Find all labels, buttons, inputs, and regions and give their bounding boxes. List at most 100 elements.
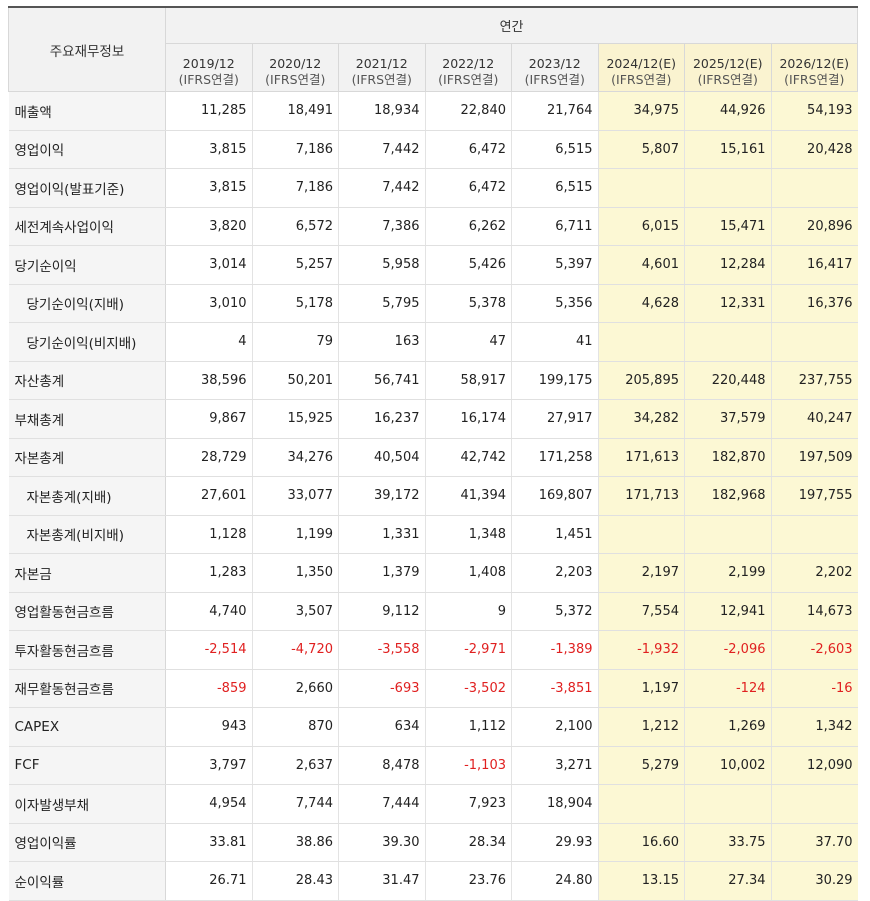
corner-header: 주요재무정보 — [8, 6, 166, 92]
value-cell: 4,954 — [165, 784, 253, 824]
table-row: 이자발생부채 4,954 7,744 7,444 7,923 18,904 — [8, 784, 858, 824]
year-period: 2026/12(E) — [779, 56, 850, 71]
table-row: FCF 3,797 2,637 8,478 -1,103 3,271 5,279 10,002… — [8, 745, 858, 785]
value-cell: 5,372 — [511, 591, 599, 631]
value-cell: 29.93 — [511, 822, 599, 862]
row-label: 이자발생부채 — [8, 784, 166, 824]
value-cell: 1,451 — [511, 514, 599, 554]
value-cell: 16,237 — [338, 399, 426, 439]
value-cell: 2,199 — [684, 553, 772, 593]
value-cell: 3,010 — [165, 283, 253, 323]
value-cell: 2,637 — [252, 745, 339, 785]
value-cell: -2,514 — [165, 630, 253, 670]
value-cell: 28.43 — [252, 861, 339, 901]
row-label: 영업이익(발표기준) — [8, 168, 166, 208]
value-cell: 1,350 — [252, 553, 339, 593]
value-cell: 943 — [165, 707, 253, 747]
value-cell: 5,426 — [425, 245, 512, 285]
value-cell: 23.76 — [425, 861, 512, 901]
row-label: 투자활동현금흐름 — [8, 630, 166, 670]
value-cell: -2,603 — [771, 630, 858, 670]
year-basis: (IFRS연결) — [351, 72, 412, 87]
value-cell: 39.30 — [338, 822, 426, 862]
table-row: 당기순이익(지배) 3,010 5,178 5,795 5,378 5,356 4,628 1… — [8, 283, 858, 323]
value-cell: 1,212 — [598, 707, 685, 747]
value-cell: 6,472 — [425, 168, 512, 208]
table-row: 당기순이익 3,014 5,257 5,958 5,426 5,397 4,601 12,28… — [8, 245, 858, 285]
value-cell — [771, 168, 858, 208]
value-cell: 2,202 — [771, 553, 858, 593]
value-cell: 3,815 — [165, 129, 253, 169]
value-cell: 12,331 — [684, 283, 772, 323]
value-cell: 1,269 — [684, 707, 772, 747]
value-cell: 20,428 — [771, 129, 858, 169]
year-header-row: 2019/12 (IFRS연결) 2020/12 (IFRS연결) 2021/12 (IF… — [9, 43, 859, 92]
value-cell: 42,742 — [425, 437, 512, 477]
value-cell: 41,394 — [425, 476, 512, 516]
value-cell — [771, 514, 858, 554]
row-label: CAPEX — [8, 707, 166, 747]
table-row: 영업이익 3,815 7,186 7,442 6,472 6,515 5,807 15,161… — [8, 129, 858, 169]
year-period: 2019/12 — [182, 56, 235, 71]
value-cell: 6,472 — [425, 129, 512, 169]
value-cell: -1,389 — [511, 630, 599, 670]
value-cell — [771, 322, 858, 362]
row-label: 자본총계(비지배) — [8, 514, 166, 554]
value-cell: 3,815 — [165, 168, 253, 208]
value-cell: 16,376 — [771, 283, 858, 323]
value-cell: 197,755 — [771, 476, 858, 516]
value-cell: -1,932 — [598, 630, 685, 670]
year-period: 2024/12(E) — [606, 56, 677, 71]
table-body: 매출액 11,285 18,491 18,934 22,840 21,764 34,975 4… — [8, 91, 858, 901]
value-cell: -3,851 — [511, 668, 599, 708]
value-cell: 4 — [165, 322, 253, 362]
value-cell: -2,096 — [684, 630, 772, 670]
value-cell: 634 — [338, 707, 426, 747]
value-cell: 163 — [338, 322, 426, 362]
value-cell: 37.70 — [771, 822, 858, 862]
value-cell: 27,917 — [511, 399, 599, 439]
value-cell — [684, 168, 772, 208]
table-row: CAPEX 943 870 634 1,112 2,100 1,212 1,269 1,342 — [8, 707, 858, 747]
value-cell: 34,282 — [598, 399, 685, 439]
value-cell: 5,397 — [511, 245, 599, 285]
value-cell: 18,934 — [338, 91, 426, 131]
year-period: 2022/12 — [442, 56, 495, 71]
value-cell: 7,442 — [338, 129, 426, 169]
value-cell: 1,331 — [338, 514, 426, 554]
value-cell: 38.86 — [252, 822, 339, 862]
row-label: 당기순이익(지배) — [8, 283, 166, 323]
value-cell: 34,975 — [598, 91, 685, 131]
value-cell: 31.47 — [338, 861, 426, 901]
value-cell: 41 — [511, 322, 599, 362]
value-cell: 5,795 — [338, 283, 426, 323]
year-header: 2023/12 (IFRS연결) — [511, 43, 599, 92]
value-cell: 12,284 — [684, 245, 772, 285]
table-row: 매출액 11,285 18,491 18,934 22,840 21,764 34,975 4… — [8, 91, 858, 131]
value-cell: 13.15 — [598, 861, 685, 901]
row-label: 매출액 — [8, 91, 166, 131]
value-cell: 2,660 — [252, 668, 339, 708]
value-cell: 3,820 — [165, 206, 253, 246]
value-cell: 1,342 — [771, 707, 858, 747]
value-cell: 27.34 — [684, 861, 772, 901]
value-cell: 16,417 — [771, 245, 858, 285]
year-header: 2026/12(E) (IFRS연결) — [770, 43, 859, 92]
value-cell: 38,596 — [165, 360, 253, 400]
value-cell: 7,186 — [252, 168, 339, 208]
table-row: 자본총계(비지배) 1,128 1,199 1,331 1,348 1,451 — [8, 514, 858, 554]
value-cell: 3,797 — [165, 745, 253, 785]
year-period: 2021/12 — [355, 56, 408, 71]
value-cell — [684, 514, 772, 554]
value-cell: -16 — [771, 668, 858, 708]
year-basis: (IFRS연결) — [611, 72, 672, 87]
value-cell: 3,507 — [252, 591, 339, 631]
row-label: 자본금 — [8, 553, 166, 593]
value-cell: 30.29 — [771, 861, 858, 901]
value-cell: -693 — [338, 668, 426, 708]
value-cell: 47 — [425, 322, 512, 362]
value-cell: 4,601 — [598, 245, 685, 285]
year-basis: (IFRS연결) — [524, 72, 585, 87]
value-cell — [771, 784, 858, 824]
value-cell: 1,197 — [598, 668, 685, 708]
